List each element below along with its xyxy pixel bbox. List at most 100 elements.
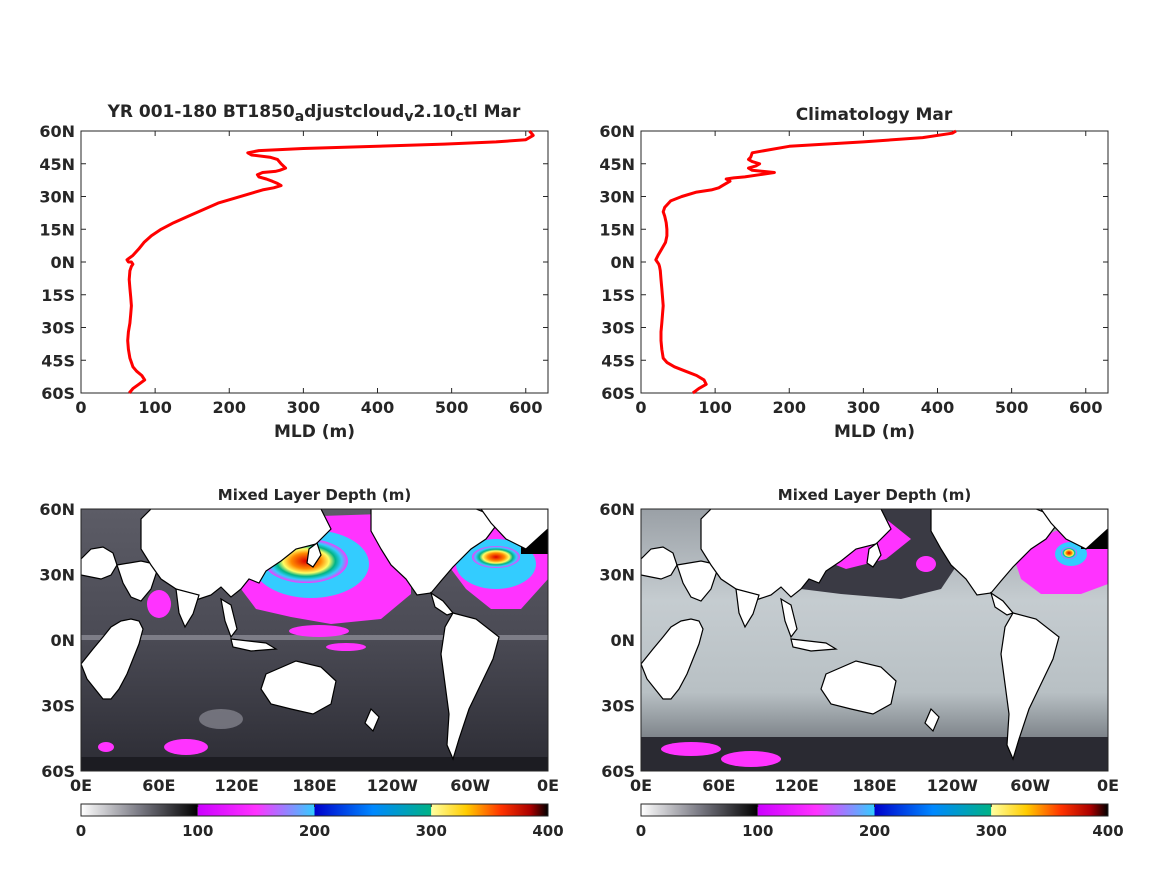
- mld-series-line: [654, 129, 957, 395]
- chart-title-part: djustcloud: [304, 102, 404, 122]
- y-tick-label: 30S: [601, 319, 635, 338]
- chart-title-part: a: [295, 109, 304, 125]
- map-x-tick-label: 0E: [70, 776, 92, 795]
- southern-patch: [98, 742, 114, 752]
- colorbar-segment: [991, 804, 1108, 816]
- chart-title-part: YR 001-180 BT1850: [107, 102, 295, 122]
- southern-patch: [199, 709, 243, 729]
- x-tick-label: 400: [361, 398, 394, 417]
- colorbar-segment: [314, 804, 432, 816]
- map-x-tick-label: 180E: [292, 776, 336, 795]
- chart-title-part: c: [455, 109, 463, 125]
- colorbar: 0 100 200 300 400: [76, 803, 564, 840]
- x-axis-label: MLD (m): [834, 422, 915, 442]
- map-y-tick-label: 30S: [601, 697, 635, 716]
- map-y-tick-label: 0N: [610, 631, 635, 650]
- map-y-tick-label: 60N: [39, 500, 75, 519]
- y-tick-label: 15N: [39, 220, 75, 239]
- y-tick-label: 45N: [39, 155, 75, 174]
- colorbar-tick-label: 400: [532, 822, 563, 840]
- y-tick-label: 45S: [41, 351, 75, 370]
- plot-frame: [640, 130, 1109, 394]
- x-tick-label: 300: [847, 398, 880, 417]
- y-tick-label: 45S: [601, 351, 635, 370]
- x-tick-label: 500: [435, 398, 468, 417]
- y-tick-label: 60S: [601, 384, 635, 403]
- peak-mld-core: [472, 546, 520, 568]
- map-field: [81, 509, 548, 771]
- map-y-tick-label: 60N: [599, 500, 635, 519]
- y-tick-label: 30N: [599, 188, 635, 207]
- colorbar-segment: [641, 804, 758, 816]
- map-x-tick-label: 0E: [630, 776, 652, 795]
- map-x-tick-label: 60E: [142, 776, 175, 795]
- line-chart-1: 0 100 200 300 400 500 600 60S 45S 30S 15S 0N 15N 30N 4…: [39, 122, 549, 442]
- map-y-tick-label: 60S: [601, 762, 635, 781]
- colorbar-tick-label: 300: [976, 822, 1007, 840]
- southern-patch: [721, 751, 781, 767]
- x-tick-label: 200: [213, 398, 246, 417]
- high-mld-region: [147, 590, 171, 618]
- colorbar-tick-label: 300: [416, 822, 447, 840]
- map-x-tick-label: 60E: [702, 776, 735, 795]
- colorbar-tick-label: 200: [299, 822, 330, 840]
- y-tick-label: 0N: [50, 253, 75, 272]
- x-tick-label: 600: [509, 398, 542, 417]
- x-tick-label: 500: [995, 398, 1028, 417]
- map-x-tick-label: 60W: [450, 776, 490, 795]
- map-panel-1: Mixed Layer Depth (m) 0E 60E 120E 180E 120W 60…: [39, 486, 563, 840]
- southern-patch: [164, 739, 208, 755]
- southern-patch: [661, 742, 721, 756]
- map-x-tick-label: 120W: [367, 776, 418, 795]
- y-tick-label: 30N: [39, 188, 75, 207]
- map-x-tick-label: 180E: [852, 776, 896, 795]
- colorbar-segment: [757, 804, 875, 816]
- chart-title-part: 2.10: [414, 102, 456, 122]
- x-tick-label: 400: [921, 398, 954, 417]
- map-x-tick-label: 60W: [1010, 776, 1050, 795]
- y-tick-label: 60S: [41, 384, 75, 403]
- colorbar-tick-label: 400: [1092, 822, 1123, 840]
- equatorial-patch: [289, 625, 349, 637]
- colorbar-segment: [874, 804, 992, 816]
- colorbar-tick-label: 0: [636, 822, 646, 840]
- x-tick-label: 600: [1069, 398, 1102, 417]
- map-field: [641, 509, 1108, 771]
- map-x-tick-label: 0E: [537, 776, 559, 795]
- y-tick-label: 15S: [601, 286, 635, 305]
- colorbar-tick-label: 0: [76, 822, 86, 840]
- colorbar-tick-label: 100: [182, 822, 213, 840]
- colorbar-segment: [197, 804, 315, 816]
- chart-title-part: v: [404, 109, 413, 125]
- map-y-tick-label: 30S: [41, 697, 75, 716]
- chart-title: YR 001-180 BT1850adjustcloudv2.10ctl Mar: [107, 102, 521, 125]
- map-y-tick-label: 60S: [41, 762, 75, 781]
- line-chart-2: 0 100 200 300 400 500 600 60S 45S 30S 15S 0N 15N 30N 4…: [599, 122, 1109, 442]
- map-frame: [640, 508, 1109, 772]
- map-x-tick-label: 120E: [775, 776, 819, 795]
- map-y-tick-label: 30N: [39, 566, 75, 585]
- y-tick-label: 60N: [599, 122, 635, 141]
- colorbar: 0 100 200 300 400: [636, 803, 1124, 840]
- map-y-tick-label: 0N: [50, 631, 75, 650]
- mld-series-line: [125, 130, 535, 394]
- map-frame: [80, 508, 549, 772]
- equatorial-patch: [326, 643, 366, 651]
- y-tick-label: 60N: [39, 122, 75, 141]
- equatorial-band: [81, 635, 548, 640]
- colorbar-segment: [81, 804, 198, 816]
- map-title: Mixed Layer Depth (m): [778, 486, 971, 504]
- colorbar-tick-label: 200: [859, 822, 890, 840]
- colorbar-tick-label: 100: [742, 822, 773, 840]
- southern-band: [81, 757, 548, 771]
- y-tick-label: 15N: [599, 220, 635, 239]
- x-tick-label: 100: [698, 398, 731, 417]
- map-x-tick-label: 120W: [927, 776, 978, 795]
- x-tick-label: 0: [635, 398, 646, 417]
- x-tick-label: 300: [287, 398, 320, 417]
- high-mld-region: [916, 556, 936, 572]
- plot-frame: [80, 130, 549, 394]
- map-y-tick-label: 30N: [599, 566, 635, 585]
- x-axis-label: MLD (m): [274, 422, 355, 442]
